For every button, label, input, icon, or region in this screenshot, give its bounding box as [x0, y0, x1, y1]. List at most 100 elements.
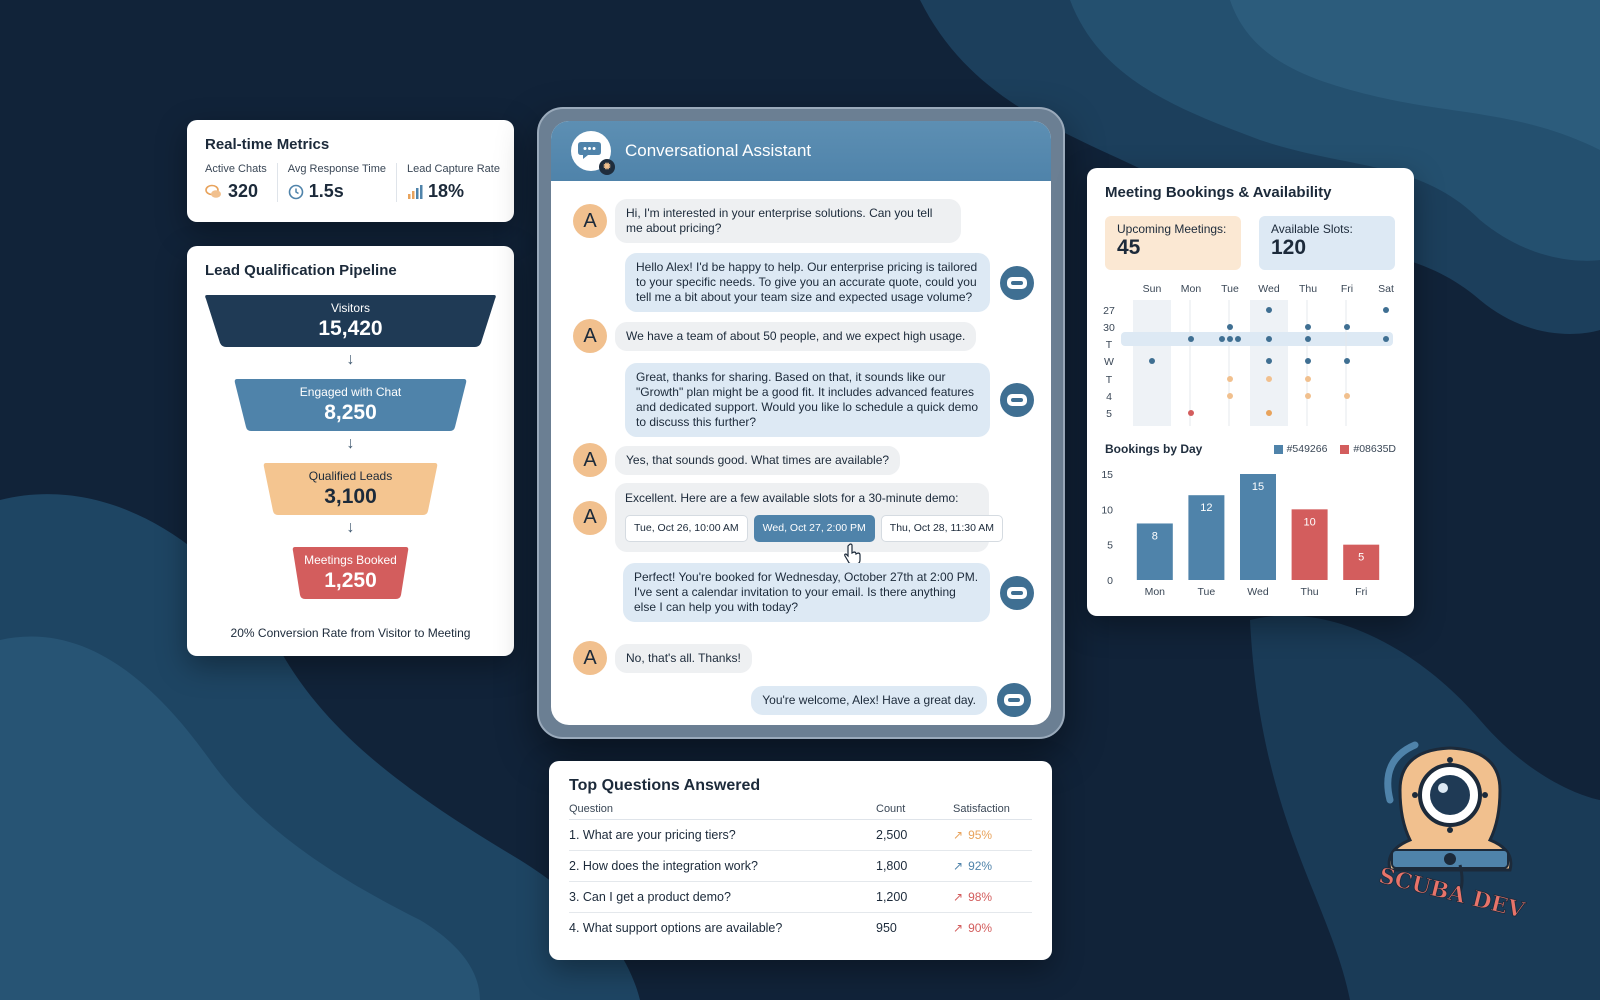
day-label: Sat	[1378, 283, 1394, 295]
y-tick-label: 5	[1107, 540, 1113, 552]
lead-capture-value: 18%	[428, 181, 465, 201]
funnel-stage-visitors: Visitors 15,420	[318, 301, 383, 340]
day-label: Thu	[1299, 283, 1317, 295]
bar-value-label: 8	[1152, 530, 1158, 542]
bot-avatar-icon	[1000, 265, 1034, 300]
chat-message-user: A We have a team of about 50 people, and…	[573, 319, 977, 353]
message-bubble: No, that's all. Thanks!	[615, 643, 752, 673]
bar-mon	[1136, 523, 1173, 580]
top-questions-card: Top Questions Answered Question Count Sa…	[549, 761, 1052, 960]
message-bubble: Hi, I'm interested in your enterprise so…	[615, 199, 961, 243]
trend-up-icon: ↗	[953, 921, 964, 935]
trend-up-icon: ↗	[953, 859, 964, 873]
funnel-stage-booked: Meetings Booked 1,250	[304, 553, 397, 592]
time-slot-button[interactable]: Tue, Oct 26, 10:00 AM	[625, 515, 748, 542]
clock-icon	[288, 184, 304, 199]
table-row[interactable]: 3. Can I get a product demo? 1,200 ↗ 98%	[569, 882, 1032, 913]
bot-avatar-icon	[1000, 575, 1034, 610]
x-tick-label: Thu	[1301, 586, 1319, 598]
funnel-stage-qualified-shape	[263, 463, 438, 515]
available-slots-stat: Available Slots: 120	[1259, 216, 1395, 270]
metrics-title: Real-time Metrics	[205, 136, 330, 153]
scuba-dev-logo: SCUBA DEV	[1376, 741, 1528, 924]
logo-text: SCUBA DEV	[1376, 863, 1528, 924]
table-row[interactable]: 2. How does the integration work? 1,800 …	[569, 851, 1032, 882]
gear-icon: ✹	[599, 159, 615, 175]
chat-message-bot: You're welcome, Alex! Have a great day.	[751, 683, 1031, 717]
bar-value-label: 10	[1303, 516, 1315, 528]
message-bubble: Hello Alex! I'd be happy to help. Our en…	[625, 253, 990, 312]
meetings-title: Meeting Bookings & Availability	[1105, 184, 1332, 201]
avg-response-value: 1.5s	[308, 181, 344, 201]
row-label: W	[1104, 356, 1114, 368]
y-tick-label: 15	[1101, 469, 1113, 481]
metric-lead-capture: Lead Capture Rate 18%	[407, 163, 500, 201]
bar-fri	[1343, 544, 1380, 580]
hand-cursor-icon	[844, 543, 861, 565]
chat-message-user: A No, that's all. Thanks!	[573, 641, 752, 675]
message-bubble: Perfect! You're booked for Wednesday, Oc…	[623, 563, 990, 622]
bar-value-label: 12	[1200, 502, 1212, 514]
row-label: 4	[1106, 391, 1112, 403]
arrow-down-icon: ↓	[346, 351, 355, 368]
bar-value-label: 15	[1252, 481, 1264, 493]
trend-up-icon: ↗	[953, 828, 964, 842]
upcoming-meetings-stat: Upcoming Meetings: 45	[1105, 216, 1241, 270]
funnel-stage-visitors-shape	[205, 295, 496, 347]
bot-avatar-icon	[997, 683, 1031, 717]
metric-avg-response: Avg Response Time 1.5s	[288, 163, 397, 202]
metric-active-chats: Active Chats 320	[205, 163, 278, 202]
chat-message-user: A Hi, I'm interested in your enterprise …	[573, 199, 961, 243]
slots-intro-text: Excellent. Here are a few available slot…	[625, 491, 959, 505]
funnel-stage-engaged-shape	[234, 379, 467, 431]
table-row[interactable]: 4. What support options are available? 9…	[569, 921, 993, 935]
legend-label: #08635D	[1353, 443, 1396, 455]
bar-wed	[1240, 474, 1276, 580]
row-label: 30	[1103, 322, 1115, 334]
day-label: Sun	[1143, 283, 1162, 295]
chat-window: ✹ Conversational Assistant A Hi, I'm int…	[551, 121, 1051, 725]
funnel-stage-booked-shape	[292, 547, 409, 599]
message-bubble: Great, thanks for sharing. Based on that…	[625, 363, 990, 437]
funnel-chart: Visitors 15,420 ↓ Engaged with Chat 8,25…	[205, 293, 496, 623]
row-label: T	[1106, 339, 1113, 351]
bar-tue	[1188, 495, 1225, 580]
chat-message-bot: Great, thanks for sharing. Based on that…	[625, 363, 1034, 437]
bar-signal-icon	[408, 184, 423, 199]
x-tick-label: Wed	[1247, 586, 1269, 598]
bot-avatar-icon	[1000, 383, 1034, 417]
message-bubble: Yes, that sounds good. What times are av…	[615, 445, 901, 475]
message-bubble: We have a team of about 50 people, and w…	[615, 321, 977, 351]
chat-title: Conversational Assistant	[625, 141, 812, 160]
questions-table-header: Question Count Satisfaction	[569, 803, 1032, 820]
questions-title: Top Questions Answered	[569, 777, 761, 794]
arrow-down-icon: ↓	[346, 519, 355, 536]
chat-message-bot: Hello Alex! I'd be happy to help. Our en…	[625, 253, 1034, 312]
funnel-shapes	[205, 295, 496, 599]
x-tick-label: Mon	[1145, 586, 1166, 598]
trend-up-icon: ↗	[953, 890, 964, 904]
lead-pipeline-card: Lead Qualification Pipeline Visitors 15,…	[187, 246, 514, 656]
time-slot-button-selected[interactable]: Wed, Oct 27, 2:00 PM	[753, 515, 875, 542]
chat-message-user: A Yes, that sounds good. What times are …	[573, 443, 901, 477]
meeting-bookings-card: Meeting Bookings & Availability Upcoming…	[1087, 168, 1414, 616]
message-bubble: You're welcome, Alex! Have a great day.	[751, 685, 987, 715]
time-slot-button[interactable]: Thu, Oct 28, 11:30 AM	[880, 515, 1004, 542]
message-bubble: Excellent. Here are a few available slot…	[615, 483, 1004, 552]
row-label: T	[1106, 374, 1113, 386]
day-label: Wed	[1258, 283, 1280, 295]
bar-thu	[1291, 509, 1328, 580]
bar-value-label: 5	[1358, 552, 1364, 564]
assistant-logo-icon: ✹	[571, 131, 615, 175]
chat-bubbles-icon	[205, 184, 221, 198]
day-label: Fri	[1341, 283, 1353, 295]
chat-message-slots: A Excellent. Here are a few available sl…	[573, 483, 1004, 552]
row-label: 27	[1103, 305, 1115, 317]
table-row[interactable]: 1. What are your pricing tiers? 2,500 ↗ 9…	[569, 820, 1032, 851]
x-tick-label: Tue	[1198, 586, 1216, 598]
bookings-chart-legend: #549266 #08635D	[1273, 443, 1396, 455]
chat-device-frame: ✹ Conversational Assistant A Hi, I'm int…	[537, 107, 1065, 739]
availability-calendar: Sun Mon Tue Wed Thu Fri Sat 27 30 T W T …	[1103, 283, 1394, 426]
x-tick-label: Fri	[1355, 586, 1367, 598]
